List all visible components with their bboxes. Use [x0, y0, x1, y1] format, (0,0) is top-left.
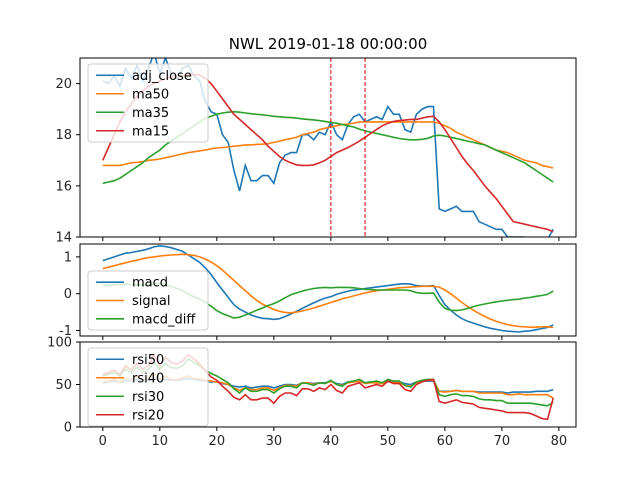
- chart-title: NWL 2019-01-18 00:00:00: [229, 35, 428, 53]
- legend-label-rsi50: rsi50: [132, 353, 164, 368]
- x-tick-label: 70: [494, 434, 511, 449]
- x-tick-label: 80: [551, 434, 568, 449]
- y-tick-label: 0: [64, 287, 72, 302]
- legend-box: [87, 63, 209, 143]
- legend-box: [87, 347, 209, 427]
- y-tick-label: -1: [59, 324, 72, 339]
- x-tick-label: 0: [99, 434, 107, 449]
- y-tick-label: 14: [55, 231, 72, 246]
- x-tick-label: 30: [266, 434, 283, 449]
- y-tick-label: 16: [55, 179, 72, 194]
- y-tick-label: 100: [47, 336, 72, 351]
- y-tick-label: 50: [55, 378, 72, 393]
- x-tick-label: 40: [323, 434, 340, 449]
- legend-label-macd: macd: [132, 276, 168, 291]
- legend: macd signal macd_diff: [87, 270, 209, 331]
- legend-label-ma15: ma15: [132, 124, 169, 139]
- series-line-ma50: [102, 121, 554, 169]
- legend: rsi50 rsi40 rsi30 rsi20: [87, 347, 209, 427]
- legend-label-signal: signal: [132, 294, 170, 309]
- x-tick-label: 60: [437, 434, 454, 449]
- x-tick-label: 50: [380, 434, 397, 449]
- y-tick-label: 1: [64, 250, 72, 265]
- y-tick-label: 0: [64, 421, 72, 436]
- legend-label-macd-diff: macd_diff: [132, 312, 196, 327]
- series-line-signal: [102, 253, 554, 329]
- legend-label-ma50: ma50: [132, 87, 169, 102]
- legend-box: [87, 270, 209, 331]
- x-tick-label: 20: [209, 434, 226, 449]
- y-tick-label: 18: [55, 128, 72, 143]
- axes-frame: [79, 243, 577, 337]
- legend-label-ma35: ma35: [132, 106, 169, 121]
- legend-label-rsi40: rsi40: [132, 371, 164, 386]
- legend-label-rsi20: rsi20: [132, 408, 164, 423]
- x-tick-label: 10: [152, 434, 169, 449]
- legend-label-adj-close: adj_close: [132, 69, 192, 84]
- y-tick-label: 20: [55, 77, 72, 92]
- series-line-macd: [102, 244, 554, 333]
- axes-frame: [79, 57, 577, 238]
- subplots: 14 16 18 20 adj_close ma50 ma35 ma15 -1 0 1 macd sig…: [47, 57, 577, 449]
- panel-macd: -1 0 1 macd signal macd_diff: [59, 243, 577, 340]
- panel-price: 14 16 18 20 adj_close ma50 ma35 ma15: [55, 57, 577, 246]
- legend: adj_close ma50 ma35 ma15: [87, 63, 209, 143]
- legend-label-rsi30: rsi30: [132, 390, 164, 405]
